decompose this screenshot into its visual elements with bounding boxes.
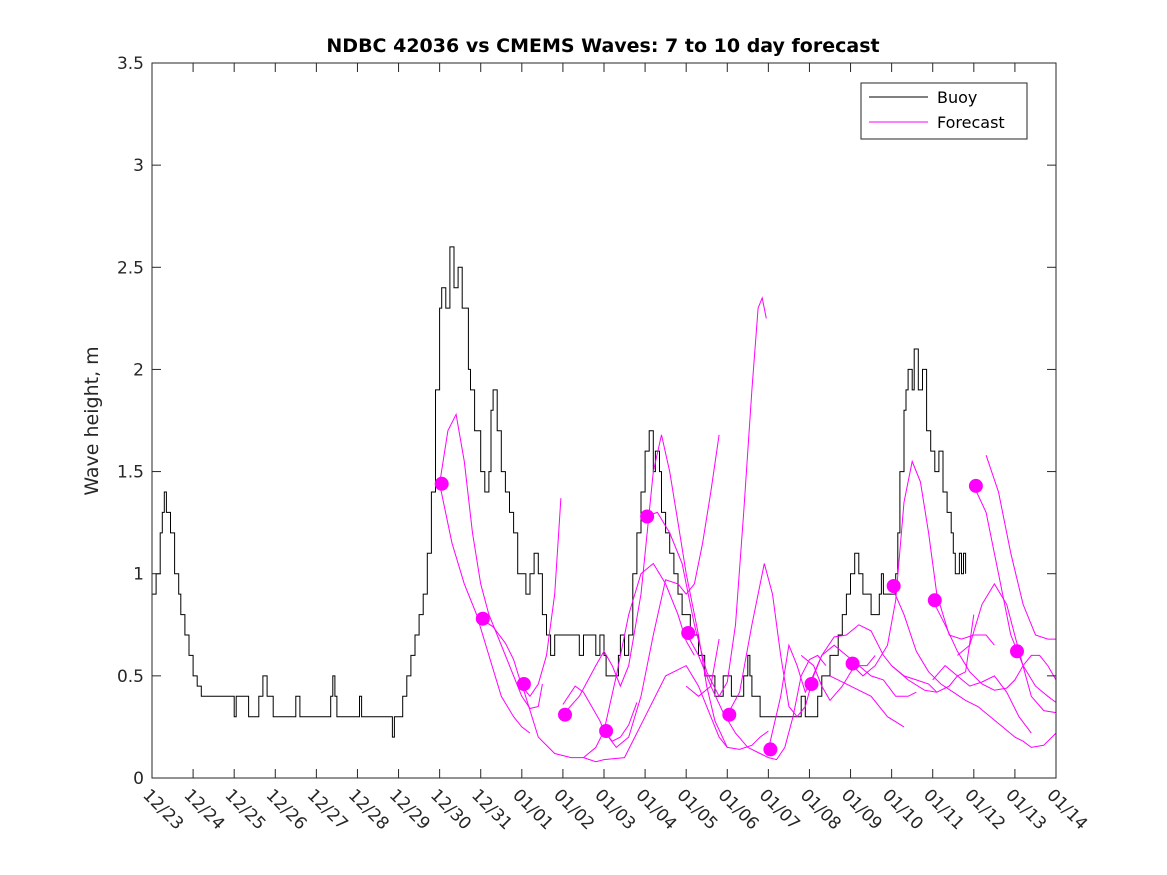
y-tick-label: 3.5: [117, 54, 144, 74]
x-tick-label: 01/07: [755, 785, 804, 834]
x-tick-label: 01/10: [878, 785, 927, 834]
forecast-marker: [516, 677, 531, 691]
x-tick-label: 12/23: [138, 785, 187, 834]
forecast-marker: [475, 611, 490, 626]
forecast-run-line: [685, 632, 827, 761]
forecast-marker: [681, 626, 696, 640]
legend: Buoy Forecast: [860, 82, 1028, 140]
x-tick-label: 01/13: [1001, 785, 1050, 834]
x-tick-label: 12/27: [303, 785, 352, 834]
forecast-run-line: [685, 639, 720, 697]
y-tick-label: 1: [133, 565, 144, 585]
x-tick-label: 01/08: [796, 785, 845, 834]
y-axis: 0 0.5 1 1.5 2 2.5 3 3.5: [117, 54, 1056, 789]
plot-area: [152, 63, 1056, 778]
buoy-line: [152, 246, 967, 738]
forecast-run-line: [957, 582, 1057, 714]
forecast-run-line: [767, 643, 917, 750]
x-tick-label: 01/05: [673, 785, 722, 834]
forecast-marker: [845, 656, 860, 671]
x-tick-label: 12/28: [344, 785, 393, 834]
y-tick-label: 0.5: [117, 667, 144, 687]
y-tick-label: 2.5: [117, 258, 144, 278]
x-tick-label: 12/29: [385, 785, 434, 834]
x-tick-label: 12/31: [467, 785, 516, 834]
x-tick-label: 01/11: [919, 785, 968, 834]
x-tick-label: 12/24: [180, 785, 229, 834]
forecast-marker: [558, 707, 572, 722]
x-tick-label: 01/02: [549, 785, 598, 834]
forecast-run-line: [891, 614, 975, 693]
forecast-run-line: [480, 498, 562, 698]
forecast-marker: [1010, 644, 1024, 659]
y-tick-label: 1.5: [117, 463, 144, 483]
forecast-run-line: [726, 563, 815, 718]
forecast-marker: [927, 593, 942, 608]
forecast-marker: [599, 724, 614, 738]
legend-buoy-label: Buoy: [937, 88, 977, 107]
forecast-marker: [763, 742, 778, 757]
legend-box: [860, 82, 1028, 140]
x-tick-label: 01/06: [714, 785, 763, 834]
x-tick-label: 01/04: [632, 785, 681, 834]
forecast-run-line: [644, 296, 767, 698]
y-tick-label: 2: [133, 360, 144, 380]
forecast-marker: [968, 478, 983, 493]
x-tick-label: 01/12: [960, 785, 1009, 834]
forecast-marker: [434, 476, 449, 491]
chart-title: NDBC 42036 vs CMEMS Waves: 7 to 10 day f…: [326, 35, 879, 57]
y-tick-label: 0: [133, 769, 144, 789]
forecast-run-line: [985, 455, 1056, 640]
forecast-run-line: [891, 585, 1057, 748]
x-tick-label: 01/03: [590, 785, 639, 834]
buoy-series: [152, 246, 967, 738]
forecast-run-line: [850, 459, 995, 677]
forecast-markers: [434, 476, 1024, 757]
forecast-run-line: [932, 600, 1057, 691]
forecast-run-line: [809, 624, 938, 693]
forecast-marker: [886, 579, 901, 593]
x-tick-label: 12/25: [221, 785, 270, 834]
forecast-marker: [804, 677, 819, 691]
x-tick-label: 01/01: [508, 785, 557, 834]
legend-forecast-label: Forecast: [937, 113, 1005, 132]
forecast-run-line: [829, 675, 905, 728]
x-tick-label: 01/14: [1042, 785, 1091, 834]
forecast-marker: [640, 509, 655, 524]
forecast-run-line: [932, 664, 1032, 734]
forecast-run-line: [603, 434, 720, 749]
y-axis-label: Wave height, m: [81, 346, 103, 495]
forecast-marker: [722, 707, 737, 722]
x-tick-label: 01/09: [837, 785, 886, 834]
forecast-run-line: [439, 483, 531, 734]
forecast-run-line: [800, 655, 876, 702]
y-tick-label: 3: [133, 156, 144, 176]
x-tick-label: 12/30: [426, 785, 475, 834]
x-tick-label: 12/26: [262, 785, 311, 834]
